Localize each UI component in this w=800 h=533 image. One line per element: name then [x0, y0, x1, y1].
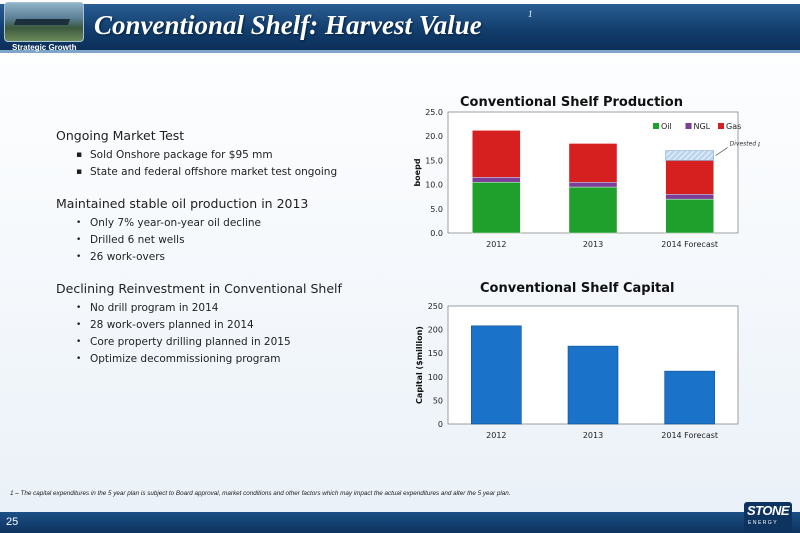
y-axis-label: boepd — [413, 158, 422, 186]
footer-bar — [0, 512, 800, 533]
list-item: • Drilled 6 net wells — [76, 232, 396, 249]
list-item-text: 26 work-overs — [90, 251, 165, 263]
x-tick-label: 2012 — [486, 240, 506, 249]
bullet-list: Ongoing Market Test ▪ Sold Onshore packag… — [56, 128, 396, 383]
list-item-text: Core property drilling planned in 2015 — [90, 336, 291, 348]
capital-chart-title: Conventional Shelf Capital — [480, 281, 675, 296]
list-item-text: Sold Onshore package for $95 mm — [90, 149, 273, 161]
list-item: • No drill program in 2014 — [76, 300, 396, 317]
x-tick-label: 2012 — [486, 431, 506, 440]
header-bar: Strategic Growth Conventional Shelf: Har… — [0, 0, 800, 62]
section-title: Maintained stable oil production in 2013 — [56, 196, 309, 211]
y-tick-label: 25.0 — [425, 108, 443, 117]
sub-list: • No drill program in 2014 • 28 work-overs… — [56, 300, 396, 368]
square-bullet-icon: ▪ — [76, 150, 83, 160]
y-tick-label: 150 — [428, 349, 443, 358]
section-oil-production: Maintained stable oil production in 2013… — [56, 196, 396, 266]
capital-bar — [664, 370, 715, 425]
section-title: Ongoing Market Test — [56, 128, 185, 143]
list-item-text: Only 7% year-on-year oil decline — [90, 217, 262, 229]
x-tick-label: 2013 — [583, 240, 603, 249]
y-tick-label: 50 — [433, 396, 443, 405]
y-tick-label: 0 — [438, 420, 443, 429]
list-item: • 26 work-overs — [76, 249, 396, 266]
legend-swatch-oil — [653, 123, 659, 129]
header-photo-icon — [4, 2, 84, 42]
y-tick-label: 100 — [428, 373, 443, 382]
bar-segment-oil — [472, 181, 521, 234]
y-tick-label: 5.0 — [430, 205, 443, 214]
legend-swatch-gas — [718, 123, 724, 129]
sub-list: • Only 7% year-on-year oil decline • Drill… — [56, 215, 396, 266]
logo-subtext: ENERGY — [748, 520, 779, 526]
y-tick-label: 15.0 — [425, 156, 443, 165]
list-item: ▪ Sold Onshore package for $95 mm — [76, 147, 396, 164]
list-item: • Core property drilling planned in 2015 — [76, 334, 396, 351]
dot-bullet-icon: • — [76, 337, 82, 347]
bar-segment-gas — [472, 130, 521, 178]
x-tick-label: 2014 Forecast — [661, 240, 718, 249]
capital-chart: 0 50 100 150 200 250 Capital ($million) 2012 201… — [415, 302, 739, 440]
x-tick-label: 2013 — [583, 431, 603, 440]
bar-segment-oil — [568, 186, 618, 234]
dot-bullet-icon: • — [76, 252, 82, 262]
company-logo — [744, 502, 792, 532]
list-item-text: 28 work-overs planned in 2014 — [90, 319, 254, 331]
list-item: • 28 work-overs planned in 2014 — [76, 317, 396, 334]
page-number: 25 — [6, 516, 19, 528]
y-tick-label: 200 — [428, 326, 443, 335]
y-tick-label: 10.0 — [425, 181, 443, 190]
dot-bullet-icon: • — [76, 303, 82, 313]
header-tagline: Strategic Growth — [12, 43, 77, 52]
legend-swatch-ngl — [685, 123, 692, 129]
dot-bullet-icon: • — [76, 354, 82, 364]
divested-callout-line — [715, 147, 728, 156]
dot-bullet-icon: • — [76, 218, 82, 228]
bar-segment-gas — [568, 143, 618, 183]
header-band — [0, 4, 800, 50]
list-item-text: No drill program in 2014 — [90, 302, 219, 314]
y-tick-label: 250 — [428, 302, 443, 311]
bar-segment-divested — [665, 150, 714, 161]
legend-label: Gas — [726, 122, 741, 131]
list-item: • Only 7% year-on-year oil decline — [76, 215, 396, 232]
y-tick-label: 20.0 — [425, 132, 443, 141]
capital-bar — [567, 345, 619, 425]
bar-segment-ngl — [568, 181, 618, 188]
divested-callout-label: Divested properties — [730, 141, 760, 148]
dot-bullet-icon: • — [76, 235, 82, 245]
section-title: Declining Reinvestment in Conventional S… — [56, 281, 342, 296]
y-tick-label: 0.0 — [430, 229, 443, 238]
y-axis-label: Capital ($million) — [415, 326, 424, 404]
page-title: Conventional Shelf: Harvest Value — [94, 10, 482, 40]
square-bullet-icon: ▪ — [76, 167, 83, 177]
logo-text: STONE — [747, 503, 790, 518]
bar-segment-oil — [665, 198, 714, 234]
header-divider — [0, 50, 800, 53]
dot-bullet-icon: • — [76, 320, 82, 330]
bar-segment-ngl — [665, 194, 714, 200]
capital-bar — [471, 325, 522, 425]
title-footnote-marker: 1 — [528, 9, 533, 19]
sub-list: ▪ Sold Onshore package for $95 mm ▪ State … — [56, 147, 396, 181]
list-item-text: Drilled 6 net wells — [90, 234, 185, 246]
bar-segment-ngl — [472, 177, 521, 183]
production-chart: 0.0 5.0 10.0 15.0 20.0 25.0 boepd 2012 2013 Dives… — [413, 108, 760, 249]
list-item: • Optimize decommissioning program — [76, 351, 396, 368]
legend-label: Oil — [661, 122, 672, 131]
bar-segment-gas — [665, 160, 714, 195]
list-item: ▪ State and federal offshore market test … — [76, 164, 396, 181]
x-tick-label: 2014 Forecast — [661, 431, 718, 440]
footnote: 1 – The capital expenditures in the 5 ye… — [10, 490, 511, 497]
section-market-test: Ongoing Market Test ▪ Sold Onshore packag… — [56, 128, 396, 181]
production-chart-title: Conventional Shelf Production — [460, 95, 683, 110]
section-reinvestment: Declining Reinvestment in Conventional S… — [56, 281, 396, 368]
list-item-text: State and federal offshore market test o… — [90, 166, 338, 178]
legend-label: NGL — [694, 122, 711, 131]
list-item-text: Optimize decommissioning program — [90, 353, 281, 365]
